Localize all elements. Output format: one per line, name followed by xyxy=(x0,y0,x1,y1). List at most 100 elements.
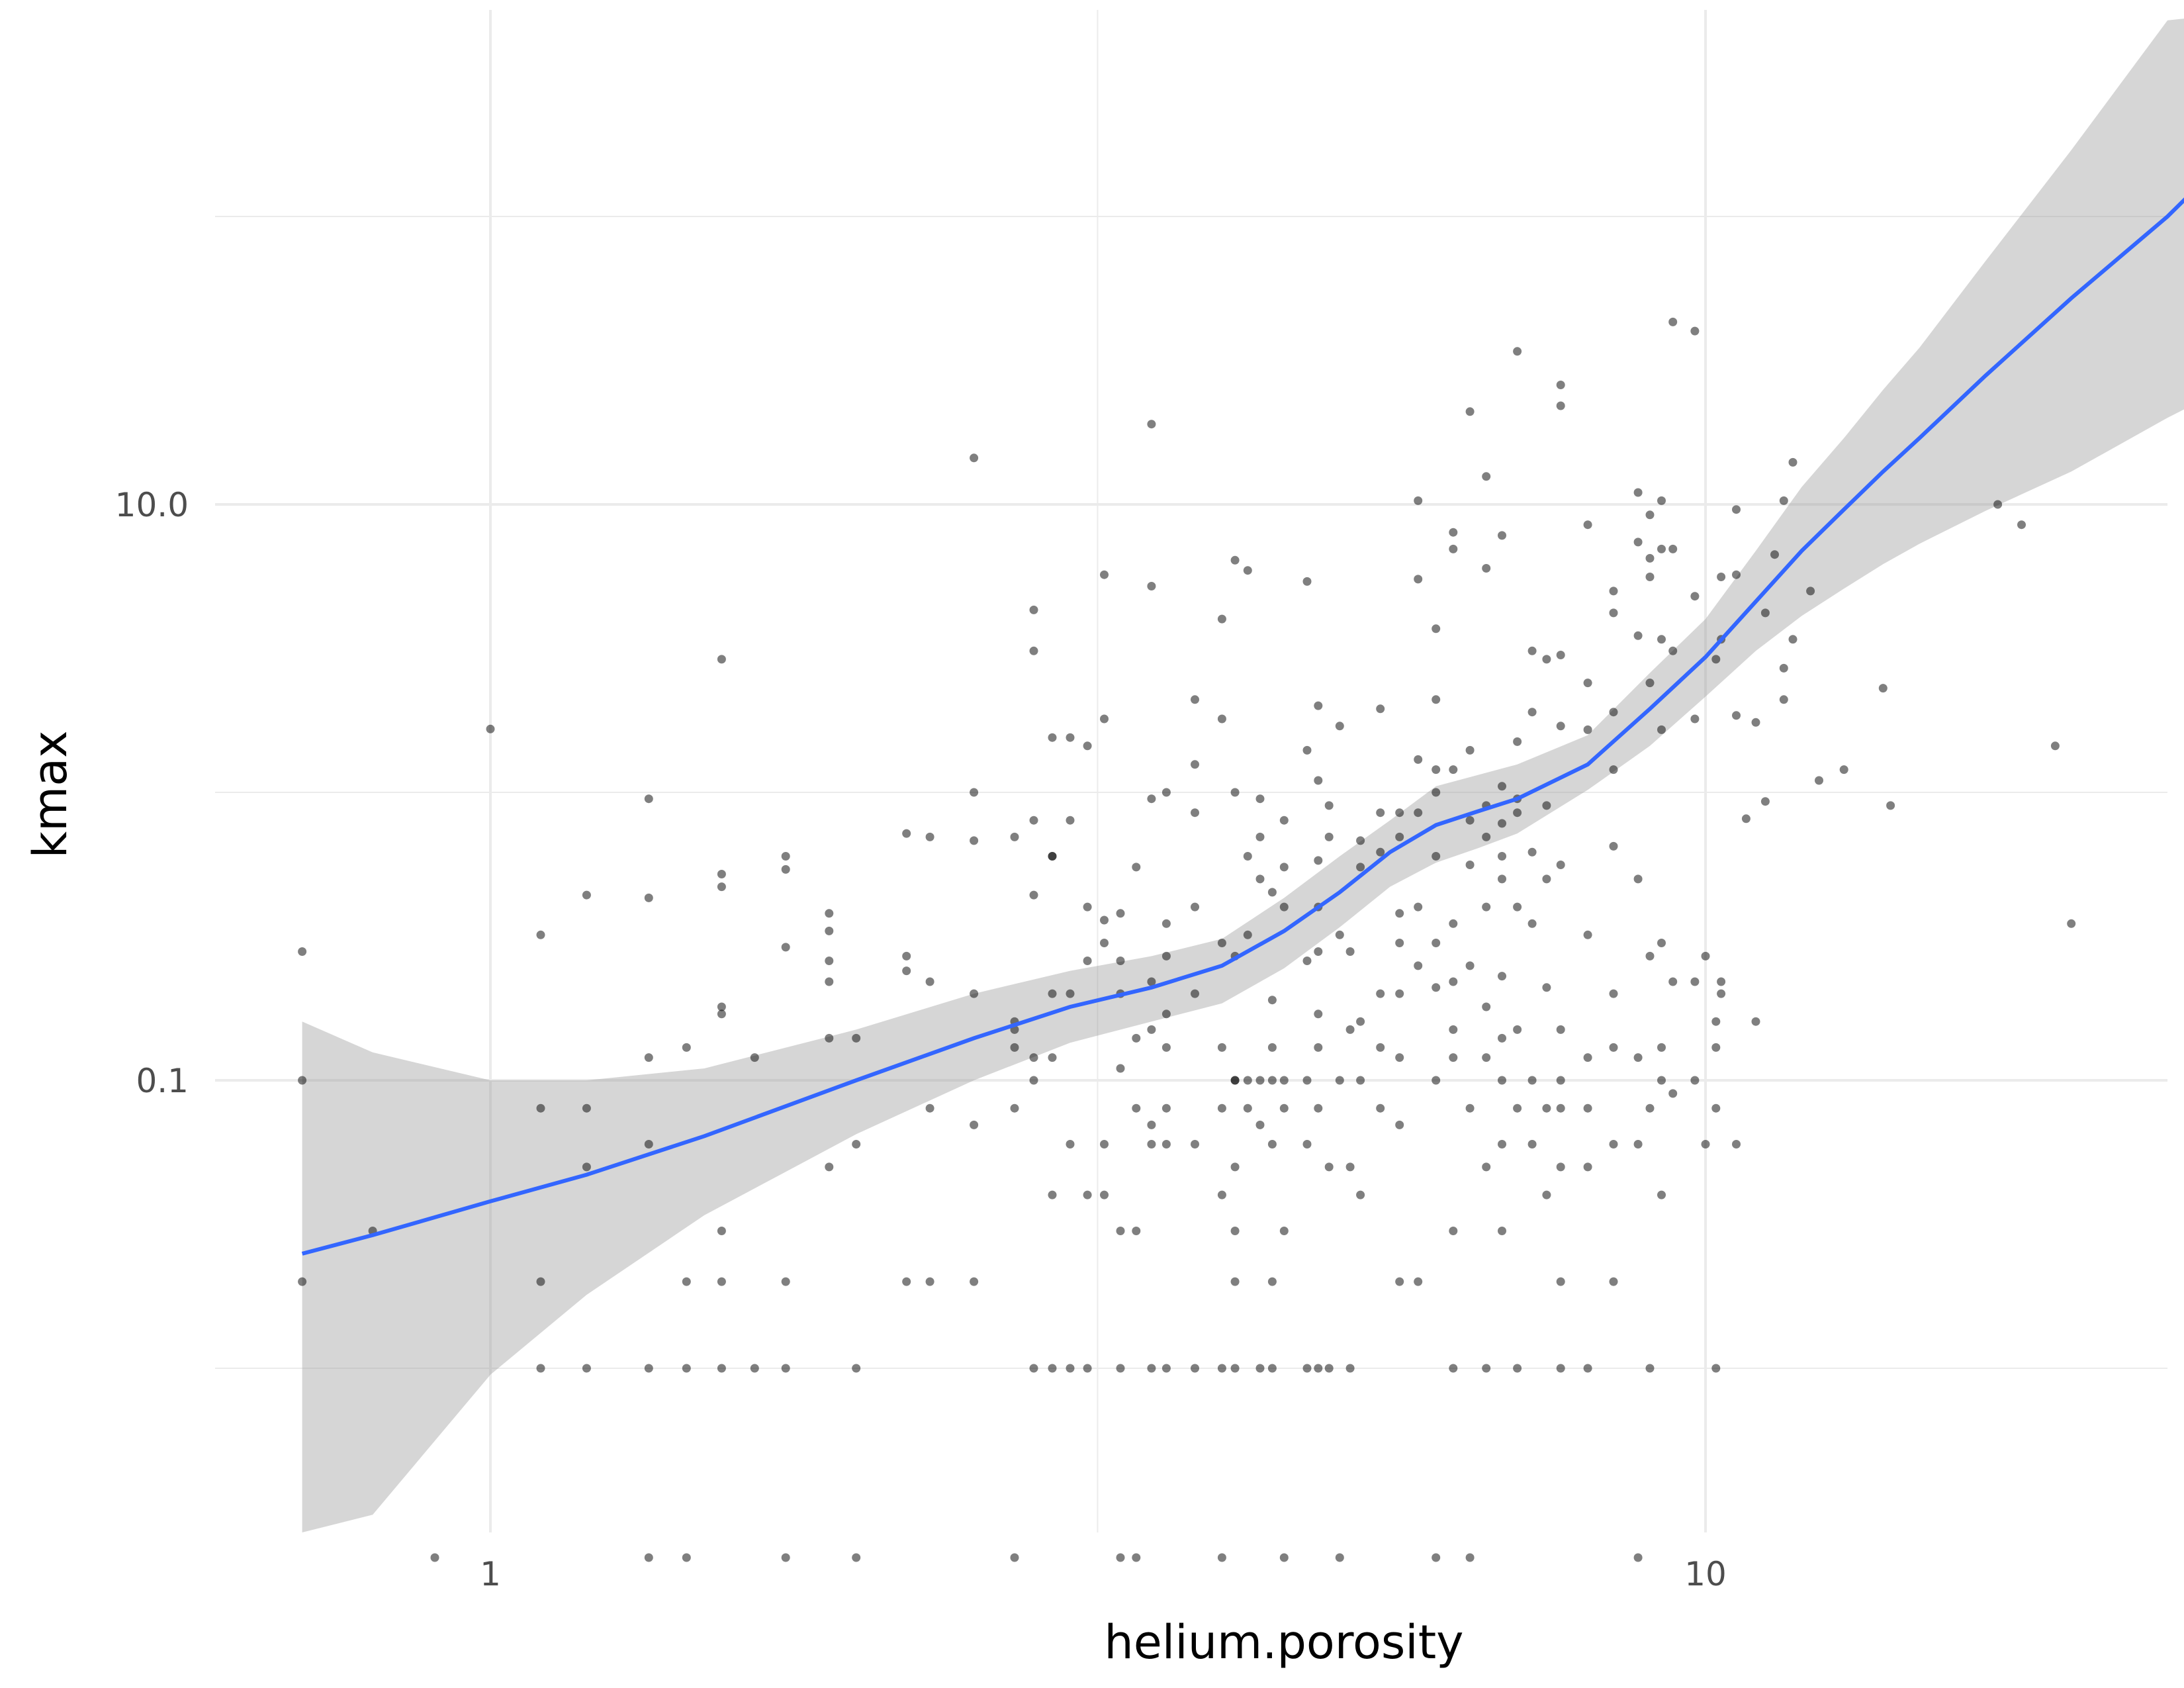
data-point xyxy=(1556,381,1565,389)
data-point xyxy=(536,1103,545,1113)
data-point xyxy=(852,1140,861,1149)
data-point xyxy=(1217,1364,1226,1373)
data-point xyxy=(1029,1053,1038,1062)
data-point xyxy=(1414,575,1423,584)
data-point xyxy=(717,655,726,664)
data-point xyxy=(717,870,726,878)
data-point xyxy=(536,930,545,939)
data-point xyxy=(1029,1364,1038,1373)
data-point xyxy=(1527,847,1537,857)
x-axis-title: helium.porosity xyxy=(1104,1615,1463,1669)
data-point xyxy=(1267,1043,1277,1052)
data-point xyxy=(825,1162,834,1172)
data-point xyxy=(1498,819,1506,828)
data-point xyxy=(1230,1277,1240,1286)
data-point xyxy=(1267,996,1277,1005)
data-point xyxy=(1449,544,1458,553)
data-point xyxy=(1116,1227,1125,1235)
data-point xyxy=(1779,663,1788,673)
data-point xyxy=(1542,801,1551,810)
data-point xyxy=(1527,1076,1537,1085)
data-point xyxy=(1147,794,1156,804)
data-point xyxy=(1465,816,1475,825)
data-point xyxy=(1010,832,1019,841)
data-point xyxy=(298,1076,307,1085)
data-point xyxy=(1449,765,1458,774)
data-point xyxy=(1029,1076,1038,1085)
data-point xyxy=(1513,808,1522,818)
data-point xyxy=(1465,745,1475,755)
data-point xyxy=(1498,1140,1506,1149)
data-point xyxy=(1048,1053,1057,1062)
data-point xyxy=(1527,1140,1537,1149)
scatter-points xyxy=(298,317,2076,1562)
data-point xyxy=(1217,1043,1226,1052)
data-point xyxy=(1230,788,1240,797)
data-point xyxy=(536,1364,545,1373)
data-point xyxy=(1732,711,1741,720)
data-point xyxy=(1335,1553,1344,1562)
data-point xyxy=(1645,510,1655,520)
data-point xyxy=(1668,977,1678,986)
data-point xyxy=(925,1277,934,1286)
data-point xyxy=(1324,801,1334,810)
data-point xyxy=(1066,733,1075,742)
data-point xyxy=(1751,718,1760,727)
data-point xyxy=(1609,989,1618,998)
data-point xyxy=(1066,1140,1075,1149)
data-point xyxy=(1482,1002,1491,1011)
y-axis-title: kmax xyxy=(23,730,77,858)
data-point xyxy=(1657,1043,1666,1052)
data-point xyxy=(1414,755,1423,764)
data-point xyxy=(1788,635,1797,644)
data-point xyxy=(1356,1076,1365,1085)
data-point xyxy=(644,1053,653,1062)
data-point xyxy=(1542,874,1551,884)
data-point xyxy=(1345,1025,1355,1034)
data-point xyxy=(1701,951,1710,961)
data-point xyxy=(1267,1076,1277,1085)
data-point xyxy=(902,829,911,838)
data-point xyxy=(1161,951,1171,961)
data-point xyxy=(1048,989,1057,998)
data-point xyxy=(536,1277,545,1286)
data-point xyxy=(1395,808,1404,818)
data-point xyxy=(1609,1043,1618,1052)
data-point xyxy=(1711,655,1721,664)
data-point xyxy=(1029,816,1038,825)
data-point xyxy=(1645,951,1655,961)
data-point xyxy=(1314,1364,1323,1373)
data-point xyxy=(582,1364,591,1373)
data-point xyxy=(781,865,790,874)
data-point xyxy=(1314,1103,1323,1113)
data-point xyxy=(1255,1120,1265,1129)
data-point xyxy=(1029,646,1038,655)
data-point xyxy=(1432,695,1441,704)
data-point xyxy=(970,1120,979,1129)
data-point xyxy=(970,836,979,845)
data-point xyxy=(1161,1364,1171,1373)
data-point xyxy=(825,957,834,965)
data-point xyxy=(1609,841,1618,851)
data-point xyxy=(1414,808,1423,818)
data-point xyxy=(1314,1043,1323,1052)
data-point xyxy=(1609,1140,1618,1149)
data-point xyxy=(1345,1162,1355,1172)
data-point xyxy=(1191,902,1199,912)
data-point xyxy=(298,947,307,956)
data-point xyxy=(1657,544,1666,553)
data-point xyxy=(1010,1553,1019,1562)
data-point xyxy=(1217,1553,1226,1562)
data-point xyxy=(1668,317,1678,326)
data-point xyxy=(1048,733,1057,742)
data-point xyxy=(1314,947,1323,956)
data-point xyxy=(1230,1227,1240,1235)
data-point xyxy=(1465,961,1475,970)
data-point xyxy=(1279,1103,1289,1113)
data-point xyxy=(1010,1103,1019,1113)
data-point xyxy=(1751,1017,1760,1026)
data-point xyxy=(1302,1364,1312,1373)
smooth-line xyxy=(301,197,2184,1256)
data-point xyxy=(1083,902,1092,912)
data-point xyxy=(1542,1190,1551,1199)
